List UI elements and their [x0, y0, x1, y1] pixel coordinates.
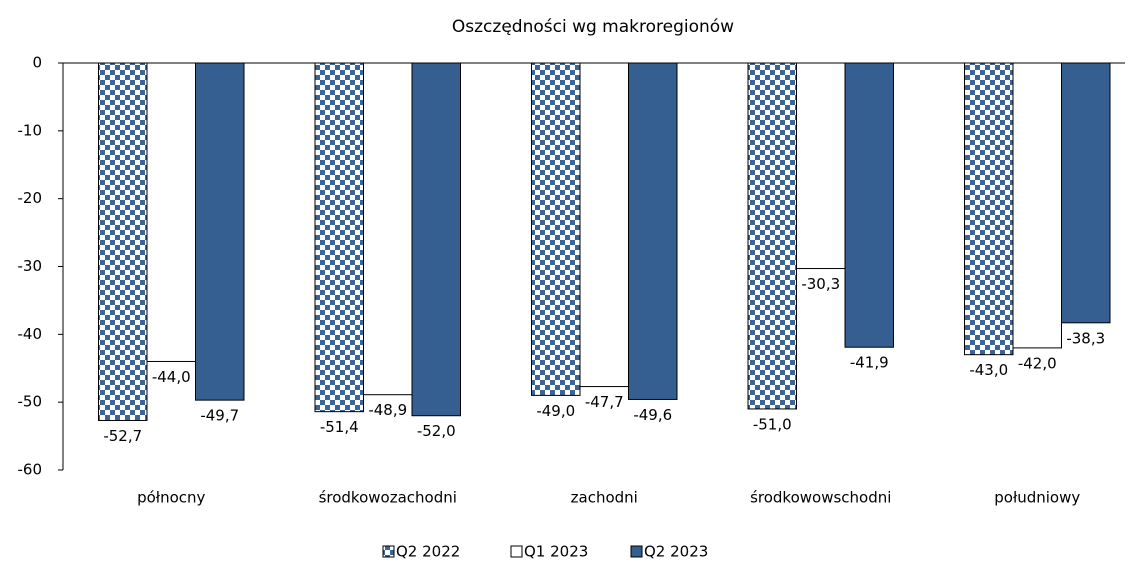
bar — [579, 62, 629, 388]
value-label: -43,0 — [969, 361, 1008, 379]
y-tick-label: -30 — [18, 257, 43, 275]
legend-swatch — [382, 545, 395, 558]
value-label: -42,0 — [1018, 354, 1057, 372]
legend-label: Q2 2023 — [644, 543, 708, 561]
legend-swatch — [630, 545, 643, 558]
value-label: -47,7 — [585, 393, 624, 411]
y-tick-label: -20 — [18, 189, 43, 207]
x-tick-label: zachodni — [571, 489, 638, 507]
value-label: -49,6 — [633, 406, 672, 424]
bar — [363, 62, 413, 396]
value-label: -49,7 — [200, 407, 239, 425]
bar — [796, 62, 846, 270]
bar — [747, 62, 797, 410]
value-label: -38,3 — [1066, 329, 1105, 347]
y-tick-label: -40 — [18, 325, 43, 343]
x-tick-label: środkowowschodni — [750, 489, 891, 507]
bar — [964, 62, 1014, 356]
value-label: -52,0 — [417, 422, 456, 440]
value-label: -52,7 — [103, 427, 142, 445]
bar — [844, 62, 894, 348]
y-tick-label: -60 — [18, 461, 43, 479]
value-label: -44,0 — [152, 368, 191, 386]
legend-swatch — [510, 545, 523, 558]
value-label: -41,9 — [850, 354, 889, 372]
bar — [98, 62, 148, 421]
x-tick-label: środkowozachodni — [319, 489, 457, 507]
chart-title: Oszczędności wg makroregionów — [452, 17, 734, 37]
bar — [628, 62, 678, 400]
bar — [411, 62, 461, 417]
value-label: -51,0 — [753, 415, 792, 433]
x-tick-label: północny — [137, 489, 205, 507]
value-label: -49,0 — [536, 402, 575, 420]
y-tick-label: -10 — [18, 121, 43, 139]
x-tick-label: południowy — [994, 489, 1080, 507]
legend-label: Q2 2022 — [396, 543, 460, 561]
bar — [314, 62, 364, 413]
y-tick-label: -50 — [18, 393, 43, 411]
value-label: -30,3 — [801, 275, 840, 293]
legend-label: Q1 2023 — [524, 543, 588, 561]
bar — [146, 62, 196, 362]
y-tick-label: 0 — [32, 54, 42, 72]
bar — [1061, 62, 1111, 324]
value-label: -51,4 — [320, 418, 359, 436]
bar — [1012, 62, 1062, 349]
bar — [195, 62, 245, 401]
bar — [531, 62, 581, 396]
value-label: -48,9 — [368, 401, 407, 419]
